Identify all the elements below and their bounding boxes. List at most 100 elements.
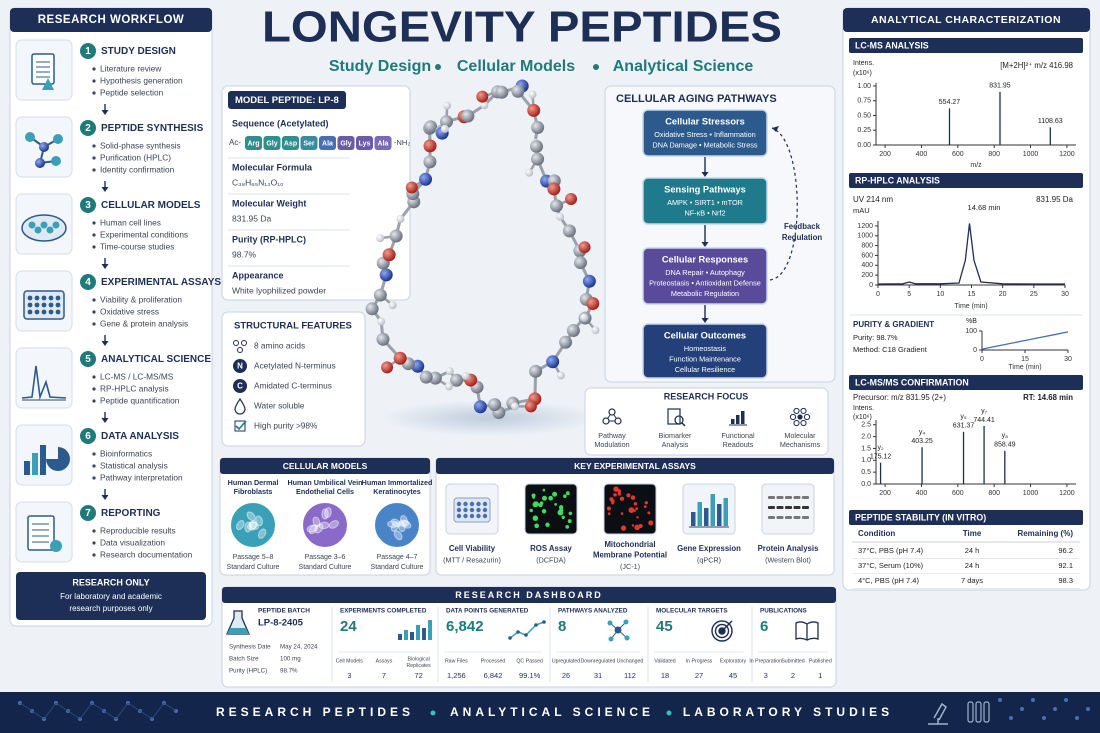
icon <box>619 496 625 501</box>
peak-label: 744.41 <box>973 417 995 424</box>
icon <box>624 635 630 641</box>
stage-line: Function Maintenance <box>669 354 741 363</box>
icon <box>234 397 246 415</box>
bullet <box>92 399 96 403</box>
card-title: RESEARCH FOCUS <box>664 391 749 401</box>
icon <box>539 501 544 505</box>
atom <box>388 301 397 310</box>
notice-text: research purposes only <box>69 604 152 613</box>
icon <box>633 502 638 506</box>
bullet <box>92 553 96 557</box>
cell-image <box>373 501 421 549</box>
icon <box>416 625 420 640</box>
icon <box>710 494 715 526</box>
cell <box>390 521 400 532</box>
icon <box>410 632 414 640</box>
x-tick-label: 1200 <box>1059 151 1075 158</box>
metric-value: 3 <box>347 671 351 680</box>
icon <box>617 492 622 496</box>
icon <box>541 495 548 501</box>
metric-label: Assays <box>376 658 393 664</box>
property-value: White lyophilized powder <box>232 285 326 295</box>
step-item: LC-MS / LC-MS/MS <box>100 372 174 382</box>
metric-value: 45 <box>729 671 737 680</box>
x-tick-label: 800 <box>988 490 1000 497</box>
assay-image <box>524 483 578 535</box>
icon <box>768 506 775 509</box>
icon <box>31 53 55 85</box>
subtitle: Study Design <box>329 58 431 75</box>
icon <box>631 524 635 527</box>
icon <box>41 302 47 308</box>
icon <box>674 415 684 425</box>
y-tick-label: 100 <box>965 328 977 335</box>
icon <box>563 494 567 498</box>
separator <box>430 710 436 716</box>
metric-label: Submitted <box>781 658 804 664</box>
feature: High purity >98% <box>254 421 318 431</box>
focus-item: Modulation <box>594 440 629 449</box>
arrow-head <box>101 110 109 115</box>
decoration <box>31 710 45 720</box>
residue: Ala <box>378 140 389 147</box>
icon <box>793 516 801 519</box>
cell <box>246 511 256 522</box>
icon <box>559 507 564 513</box>
sequence-suffix: -NH₂ <box>394 138 410 147</box>
metric-value: 18 <box>661 671 669 680</box>
residue-chip <box>300 136 318 150</box>
icon <box>800 407 807 415</box>
atom <box>488 398 502 412</box>
step-number-badge <box>80 505 96 521</box>
metric-label: In Progress <box>686 658 713 664</box>
icon <box>697 502 702 526</box>
atom <box>586 297 600 311</box>
cell-image <box>301 501 349 549</box>
assay-name: Protein Analysis <box>758 544 819 553</box>
icon <box>636 516 639 519</box>
metric-title: PUBLICATIONS <box>760 608 807 615</box>
atom <box>546 355 560 369</box>
step-item: Peptide selection <box>100 88 164 98</box>
card-title: RESEARCH DASHBOARD <box>455 590 603 600</box>
peak-label: 1108.63 <box>1038 118 1063 125</box>
icon <box>24 461 30 475</box>
section-title: RP-HPLC ANALYSIS <box>855 175 940 185</box>
separator <box>593 64 599 70</box>
x-tick-label: 200 <box>879 151 891 158</box>
icon <box>456 513 462 519</box>
metric-label: Unchanged <box>617 658 644 664</box>
icon <box>623 619 629 625</box>
section-header <box>849 38 1083 53</box>
bullet <box>92 79 96 83</box>
y-tick-label: 0 <box>973 347 977 354</box>
column-header: Remaining (%) <box>1017 529 1073 538</box>
icon <box>611 501 615 505</box>
decoration <box>1031 698 1035 702</box>
step-number: 1 <box>85 46 91 57</box>
icon <box>643 505 647 509</box>
bullet <box>92 310 96 314</box>
section-title: PURITY & GRADIENT <box>853 320 934 329</box>
x-tick-label: 400 <box>916 151 928 158</box>
icon <box>568 511 573 516</box>
metric-value: 99.1% <box>519 671 541 680</box>
model-passage: Passage 3–6 <box>305 554 346 561</box>
icon <box>533 501 539 507</box>
icon <box>27 302 33 308</box>
metric-value: 31 <box>594 671 602 680</box>
decoration <box>1086 707 1090 711</box>
x-tick-label: 30 <box>1064 356 1072 363</box>
step-title: PEPTIDE SYNTHESIS <box>101 123 204 134</box>
note: 831.95 Da <box>1036 195 1073 204</box>
icon <box>27 309 33 315</box>
panel-header <box>10 8 212 32</box>
cell: 98.3 <box>1058 576 1073 585</box>
step-title: STUDY DESIGN <box>101 46 176 57</box>
icon <box>456 501 462 507</box>
icon <box>422 628 426 640</box>
decoration <box>1042 716 1046 720</box>
feature: Amidated C-terminus <box>254 381 332 391</box>
y-tick-label: 800 <box>861 242 873 249</box>
atom <box>423 139 437 153</box>
